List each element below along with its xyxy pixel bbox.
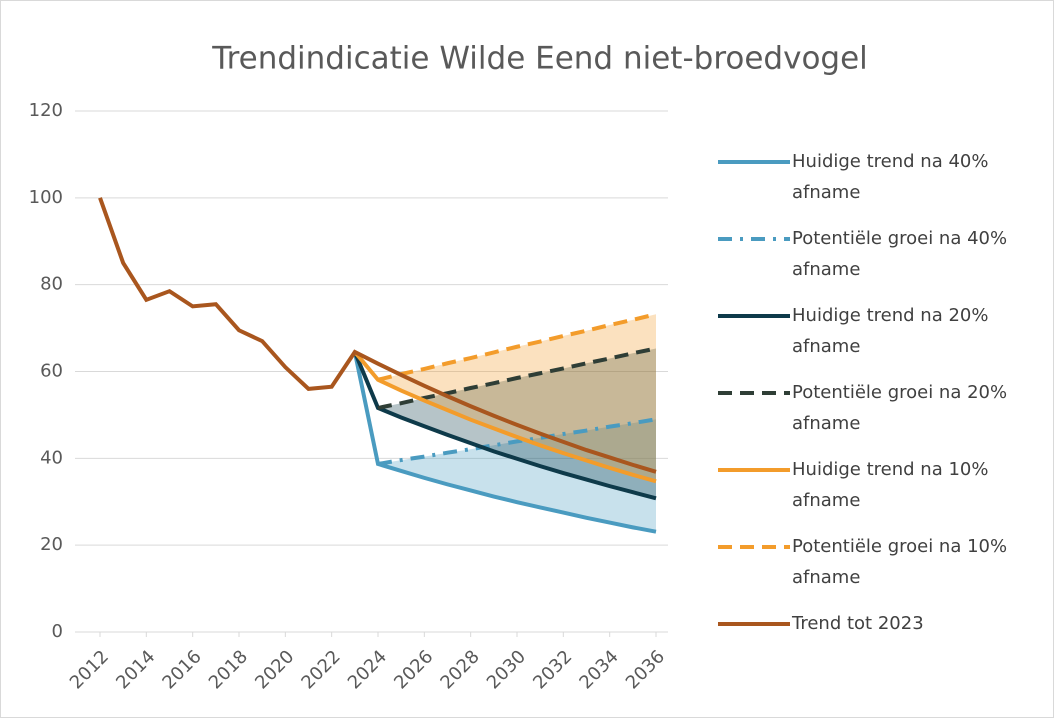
- legend-swatch: [718, 391, 790, 395]
- legend-label: Potentiële groei na 10% afname: [792, 536, 1008, 588]
- legend-item: Potentiële groei na 10% afname: [716, 531, 1046, 608]
- legend-label: Huidige trend na 10% afname: [792, 459, 989, 511]
- legend-item: Potentiële groei na 40% afname: [716, 223, 1046, 300]
- y-tick-label: 20: [40, 534, 63, 555]
- y-tick-label: 100: [29, 187, 63, 208]
- legend-swatch: [718, 545, 790, 549]
- fan-area: [378, 419, 656, 532]
- series-line: [352, 351, 657, 501]
- legend-label: Huidige trend na 40% afname: [792, 151, 989, 203]
- legend-item: Trend tot 2023: [716, 608, 1046, 685]
- legend-label: Potentiële groei na 20% afname: [792, 382, 1008, 434]
- legend-swatch: [718, 314, 790, 318]
- legend-label: Potentiële groei na 40% afname: [792, 228, 1008, 280]
- legend-swatch: [718, 237, 790, 241]
- y-tick-label: 0: [52, 621, 63, 642]
- y-tick-label: 60: [40, 361, 63, 382]
- series-line: [98, 197, 657, 474]
- series-line: [377, 346, 657, 410]
- series-line: [377, 312, 657, 382]
- legend-swatch: [718, 622, 790, 626]
- legend-item: Huidige trend na 40% afname: [716, 146, 1046, 223]
- y-tick-label: 120: [29, 100, 63, 121]
- legend-item: Potentiële groei na 20% afname: [716, 377, 1046, 454]
- series-line: [352, 351, 657, 534]
- fan-area: [378, 314, 656, 482]
- legend-label: Trend tot 2023: [792, 613, 924, 634]
- series-line: [353, 350, 657, 484]
- y-tick-label: 40: [40, 447, 63, 468]
- legend: Huidige trend na 40% afname Potentiële gr…: [716, 146, 1046, 685]
- chart-title: Trendindicatie Wilde Eend niet-broedvoge…: [211, 41, 868, 77]
- y-tick-label: 80: [40, 274, 63, 295]
- legend-label: Huidige trend na 20% afname: [792, 305, 989, 357]
- legend-item: Huidige trend na 20% afname: [716, 300, 1046, 377]
- legend-item: Huidige trend na 10% afname: [716, 454, 1046, 531]
- series-line: [377, 417, 657, 466]
- legend-swatch: [718, 160, 790, 164]
- legend-swatch: [718, 468, 790, 472]
